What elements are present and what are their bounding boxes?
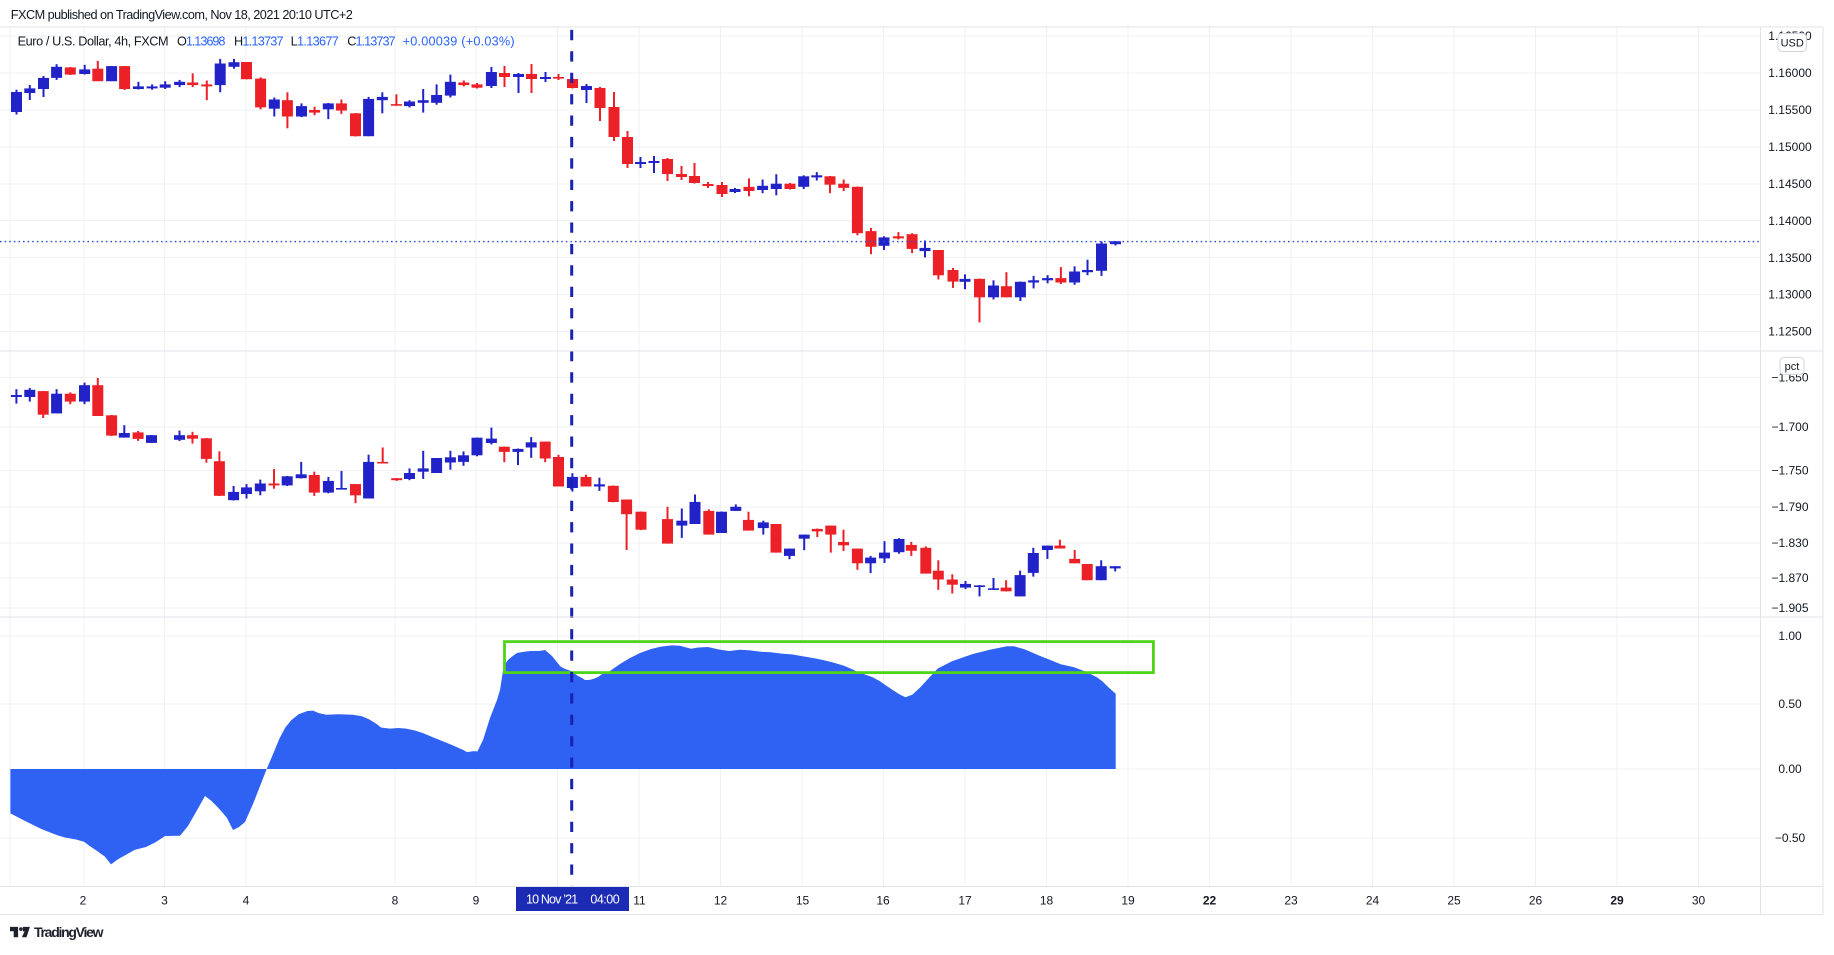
svg-text:1.00: 1.00: [1778, 629, 1802, 643]
svg-text:L1.13677: L1.13677: [291, 34, 339, 48]
svg-text:USD: USD: [1781, 38, 1804, 50]
svg-text:4: 4: [243, 894, 250, 908]
svg-text:12: 12: [714, 894, 728, 908]
svg-text:25: 25: [1447, 894, 1461, 908]
svg-text:0.50: 0.50: [1778, 697, 1802, 711]
svg-text:3: 3: [161, 894, 168, 908]
svg-text:15: 15: [796, 894, 810, 908]
svg-text:TradingView: TradingView: [34, 924, 104, 940]
svg-text:9: 9: [473, 894, 480, 908]
svg-text:Euro / U.S. Dollar, 4h, FXCM: Euro / U.S. Dollar, 4h, FXCM: [18, 34, 169, 48]
svg-text:−1.700: −1.700: [1771, 420, 1808, 434]
svg-text:17: 17: [958, 894, 972, 908]
svg-text:23: 23: [1284, 894, 1298, 908]
svg-text:1.12500: 1.12500: [1768, 325, 1812, 339]
svg-text:−1.870: −1.870: [1771, 571, 1808, 585]
svg-text:FXCM published on TradingView.: FXCM published on TradingView.com, Nov 1…: [11, 8, 353, 22]
svg-text:10 Nov ’21: 10 Nov ’21: [526, 892, 578, 906]
svg-text:0.00: 0.00: [1778, 762, 1802, 776]
svg-text:−0.50: −0.50: [1775, 831, 1806, 845]
svg-text:1.13000: 1.13000: [1768, 288, 1812, 302]
svg-text:22: 22: [1203, 894, 1217, 908]
svg-text:O1.13698: O1.13698: [177, 34, 225, 48]
svg-text:−1.790: −1.790: [1771, 500, 1808, 514]
svg-text:−1.905: −1.905: [1771, 601, 1808, 615]
svg-text:1.14000: 1.14000: [1768, 214, 1812, 228]
svg-text:2: 2: [80, 894, 87, 908]
svg-text:1.16000: 1.16000: [1768, 66, 1812, 80]
svg-text:29: 29: [1610, 894, 1624, 908]
svg-text:1.14500: 1.14500: [1768, 177, 1812, 191]
svg-text:8: 8: [392, 894, 399, 908]
svg-text:1.13500: 1.13500: [1768, 251, 1812, 265]
svg-text:+0.00039 (+0.03%): +0.00039 (+0.03%): [403, 34, 515, 48]
svg-text:19: 19: [1121, 894, 1135, 908]
svg-text:pct: pct: [1785, 361, 1800, 373]
svg-text:16: 16: [876, 894, 890, 908]
svg-text:30: 30: [1692, 894, 1706, 908]
svg-text:1.15500: 1.15500: [1768, 103, 1812, 117]
svg-text:11: 11: [633, 894, 646, 908]
svg-text:H1.13737: H1.13737: [234, 34, 284, 48]
svg-text:18: 18: [1040, 894, 1054, 908]
svg-text:C1.13737: C1.13737: [347, 34, 395, 48]
svg-text:−1.750: −1.750: [1771, 464, 1808, 478]
svg-text:−1.830: −1.830: [1771, 536, 1808, 550]
svg-text:26: 26: [1529, 894, 1543, 908]
svg-text:04:00: 04:00: [590, 892, 619, 906]
svg-text:24: 24: [1366, 894, 1380, 908]
svg-text:1.15000: 1.15000: [1768, 140, 1812, 154]
